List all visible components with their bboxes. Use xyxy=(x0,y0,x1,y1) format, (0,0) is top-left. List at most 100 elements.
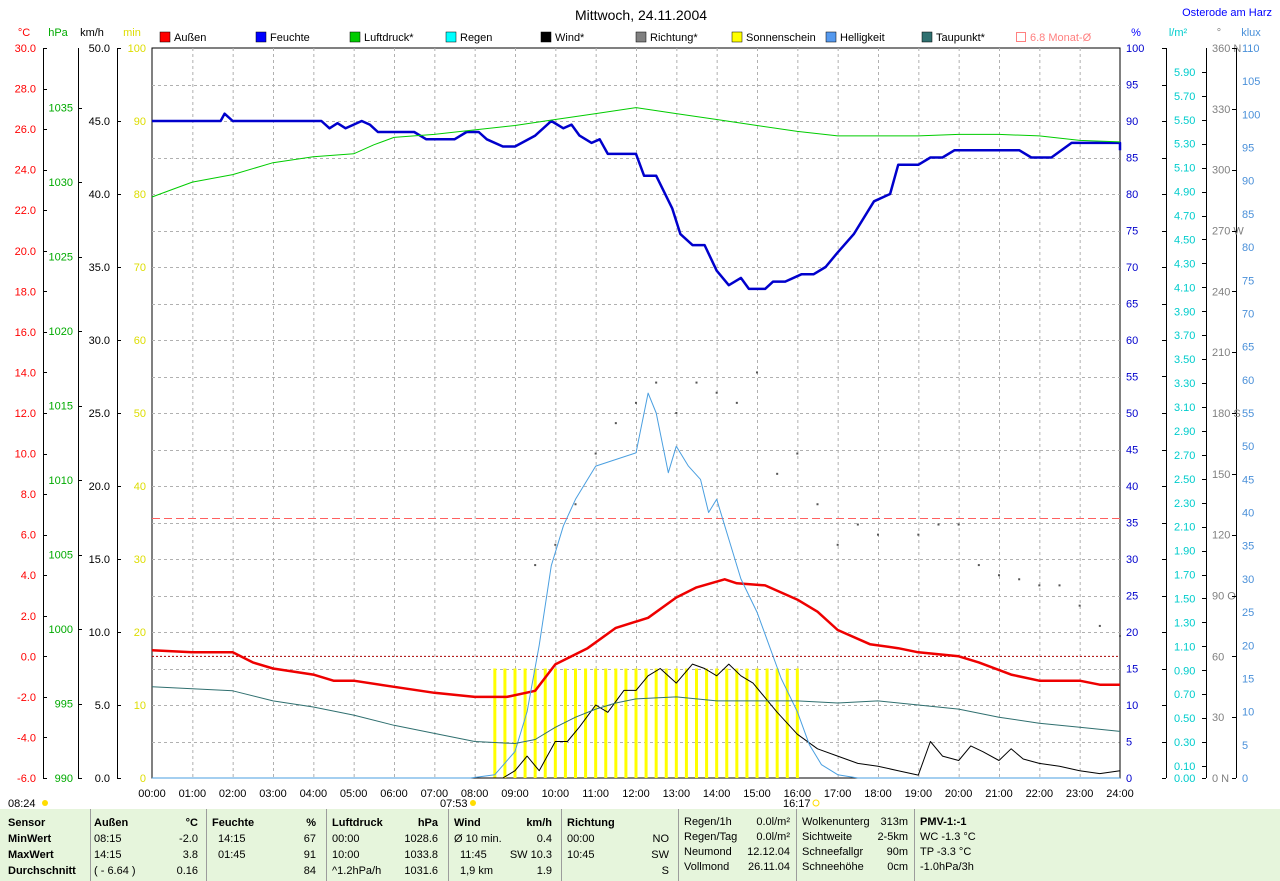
sun-tick-label: 20 xyxy=(134,627,146,639)
humidity-tick-label: 100 xyxy=(1126,43,1144,55)
sunshine-bar xyxy=(523,668,527,778)
direction-tick-label: 150 xyxy=(1212,469,1230,481)
sun-icon xyxy=(42,800,48,806)
wind-avg10-label: Ø 10 min. xyxy=(454,833,502,845)
sunshine-bar xyxy=(533,668,537,778)
pressure-tick-label: 1015 xyxy=(49,401,73,413)
rain-tick-label: 1.30 xyxy=(1174,617,1195,629)
wind-run: 1,9 km xyxy=(460,865,494,877)
wind-tick-label: 10.0 xyxy=(89,627,110,639)
wolkenunterg-value: 313m xyxy=(880,816,908,828)
series-line-luftdruck xyxy=(151,107,1121,198)
wind-unit: km/h xyxy=(526,817,552,829)
temp-tick-label: 12.0 xyxy=(15,408,36,420)
direction-dot xyxy=(1038,584,1041,587)
durchschnitt-label: Durchschnitt xyxy=(8,865,76,877)
feuchte-min-value: 67 xyxy=(303,833,316,845)
legend-swatch xyxy=(825,31,837,43)
sunshine-bar xyxy=(614,668,618,778)
sun-tick-label: 50 xyxy=(134,408,146,420)
direction-dot xyxy=(574,503,577,506)
x-tick-label: 24:00 xyxy=(1106,788,1134,800)
sun-times: 08:24 07:53 16:17 xyxy=(8,798,820,809)
wind-tick-label: 15.0 xyxy=(89,554,110,566)
sunshine-bar xyxy=(604,668,608,778)
humidity-tick-label: 20 xyxy=(1126,627,1138,639)
richtung-header: Richtung xyxy=(567,817,615,829)
rain-tick-label: 3.30 xyxy=(1174,378,1195,390)
x-tick-label: 02:00 xyxy=(219,788,247,800)
sunshine-bar xyxy=(715,668,719,778)
wolkenunterg-label: Wolkenunterg xyxy=(802,816,870,828)
direction-dot xyxy=(635,401,637,404)
light-tick-label: 30 xyxy=(1242,574,1254,586)
temp-tick-label: 2.0 xyxy=(21,611,36,623)
direction-tick-label: 300 xyxy=(1212,165,1230,177)
richtung-min-time: 00:00 xyxy=(567,833,595,845)
luftdruck-avg-value: 1031.6 xyxy=(404,865,438,877)
rain-tick-label: 3.70 xyxy=(1174,330,1195,342)
rain-tick-label: 4.10 xyxy=(1174,282,1195,294)
sun-tick-label: 70 xyxy=(134,262,146,274)
stats-luftdruck: Luftdruck hPa 00:00 1028.6 10:00 1033.8 ^1.… xyxy=(332,815,442,879)
sunshine-bar xyxy=(664,668,668,778)
direction-tick-label: 240 xyxy=(1212,286,1230,298)
maxwert-label: MaxWert xyxy=(8,849,54,861)
rain-tick-label: 4.90 xyxy=(1174,187,1195,199)
light-tick-label: 15 xyxy=(1242,673,1254,685)
direction-tick-label: 360 N xyxy=(1212,43,1241,55)
humidity-tick-label: 95 xyxy=(1126,80,1138,92)
richtung-min-value: NO xyxy=(652,833,670,845)
wind-avg-value: 1.9 xyxy=(536,865,552,877)
humidity-tick-label: 75 xyxy=(1126,226,1138,238)
wind-tick-label: 5.0 xyxy=(95,700,110,712)
rain-tick-label: 2.90 xyxy=(1174,426,1195,438)
humidity-tick-label: 90 xyxy=(1126,116,1138,128)
humidity-tick-label: 45 xyxy=(1126,445,1138,457)
wind-tick-label: 45.0 xyxy=(89,116,110,128)
direction-tick-label: 210 xyxy=(1212,347,1230,359)
feuchte-avg-value: 84 xyxy=(303,865,316,877)
rain-tick-label: 5.70 xyxy=(1174,91,1195,103)
sun-tick-label: 0 xyxy=(140,773,146,785)
temp-tick-label: 6.0 xyxy=(21,530,36,542)
wind-tick-label: 50.0 xyxy=(89,43,110,55)
regen-tag-value: 0.0l/m² xyxy=(756,831,790,843)
schneefallgr-value: 90m xyxy=(886,846,908,858)
humidity-tick-label: 5 xyxy=(1126,737,1132,749)
light-tick-label: 90 xyxy=(1242,176,1254,188)
x-tick-label: 03:00 xyxy=(259,788,287,800)
light-tick-label: 55 xyxy=(1242,408,1254,420)
x-tick-label: 14:00 xyxy=(703,788,731,800)
pressure-tick-label: 1020 xyxy=(49,326,73,338)
aussen-header: Außen xyxy=(94,817,129,829)
pressure-tick-label: 995 xyxy=(55,699,73,711)
pressure-tick-label: 1035 xyxy=(49,103,73,115)
rain-tick-label: 4.30 xyxy=(1174,258,1195,270)
legend-swatch xyxy=(731,31,743,43)
direction-tick-label: 0 N xyxy=(1212,773,1229,785)
light-tick-label: 40 xyxy=(1242,508,1254,520)
sunshine-bar xyxy=(574,668,577,778)
temp-tick-label: -4.0 xyxy=(17,732,36,744)
x-tick-label: 06:00 xyxy=(380,788,408,800)
x-tick-label: 12:00 xyxy=(622,788,650,800)
pressure-tick-label: 1005 xyxy=(49,550,73,562)
luftdruck-min-time: 00:00 xyxy=(332,833,360,845)
rain-tick-label: 0.00 xyxy=(1174,773,1195,785)
sunshine-bar xyxy=(594,668,598,778)
legend: Außen Feuchte Luftdruck* Regen Wind* Richtung… xyxy=(159,31,1092,44)
legend-swatch xyxy=(635,31,647,43)
wind-tick-label: 25.0 xyxy=(89,408,110,420)
wind-tick-label: 30.0 xyxy=(89,335,110,347)
temp-tick-label: -2.0 xyxy=(17,692,36,704)
richtung-max-value: SW xyxy=(651,849,669,861)
sunshine-bar xyxy=(503,668,507,778)
x-tick-label: 11:00 xyxy=(582,788,609,800)
rain-tick-label: 0.10 xyxy=(1174,761,1195,773)
x-tick-label: 01:00 xyxy=(179,788,207,800)
sunshine-bar xyxy=(543,668,547,778)
x-tick-label: 17:00 xyxy=(824,788,852,800)
direction-dot xyxy=(816,503,819,506)
direction-dot xyxy=(756,371,758,374)
